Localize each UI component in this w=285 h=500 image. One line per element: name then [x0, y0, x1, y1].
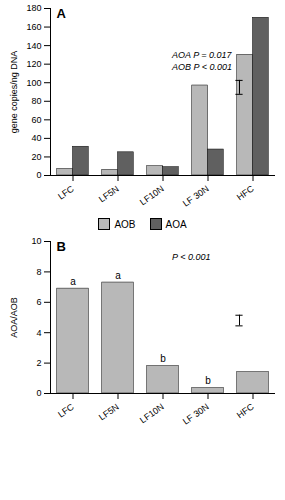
svg-text:AOA P = 0.017: AOA P = 0.017: [171, 50, 233, 60]
svg-text:B: B: [57, 239, 66, 254]
svg-text:LFC: LFC: [56, 183, 76, 201]
svg-text:b: b: [205, 375, 211, 386]
svg-text:LF5N: LF5N: [97, 184, 121, 205]
svg-text:6: 6: [36, 297, 41, 307]
svg-text:LF10N: LF10N: [138, 184, 166, 208]
svg-text:gene copies/ng DNA: gene copies/ng DNA: [9, 51, 19, 134]
svg-text:140: 140: [26, 40, 41, 50]
svg-text:P < 0.001: P < 0.001: [172, 252, 210, 262]
svg-text:LF 30N: LF 30N: [181, 402, 211, 427]
svg-text:20: 20: [31, 152, 41, 162]
svg-text:60: 60: [31, 115, 41, 125]
svg-text:160: 160: [26, 22, 41, 32]
svg-text:HFC: HFC: [235, 401, 256, 420]
svg-text:120: 120: [26, 59, 41, 69]
svg-text:A: A: [57, 6, 67, 21]
svg-text:10: 10: [31, 236, 41, 246]
svg-text:LFC: LFC: [56, 401, 76, 419]
svg-text:4: 4: [36, 328, 41, 338]
svg-text:0: 0: [36, 388, 41, 398]
svg-text:b: b: [160, 353, 166, 364]
svg-text:180: 180: [26, 3, 41, 13]
svg-text:AOB P < 0.001: AOB P < 0.001: [171, 62, 232, 72]
svg-text:40: 40: [31, 133, 41, 143]
html-text:AOB: AOB: [114, 218, 136, 230]
svg-text:100: 100: [26, 78, 41, 88]
svg-text:LF5N: LF5N: [97, 402, 121, 423]
svg-text:HFC: HFC: [235, 183, 256, 202]
svg-text:LF10N: LF10N: [138, 402, 166, 426]
svg-text:2: 2: [36, 358, 41, 368]
svg-text:8: 8: [36, 267, 41, 277]
svg-text:AOA/AOB: AOA/AOB: [9, 297, 19, 338]
svg-text:80: 80: [31, 96, 41, 106]
svg-text:a: a: [115, 270, 121, 281]
html-text:AOA: AOA: [165, 218, 187, 230]
svg-text:LF 30N: LF 30N: [181, 184, 211, 209]
svg-text:a: a: [70, 276, 76, 287]
svg-text:0: 0: [36, 170, 41, 180]
